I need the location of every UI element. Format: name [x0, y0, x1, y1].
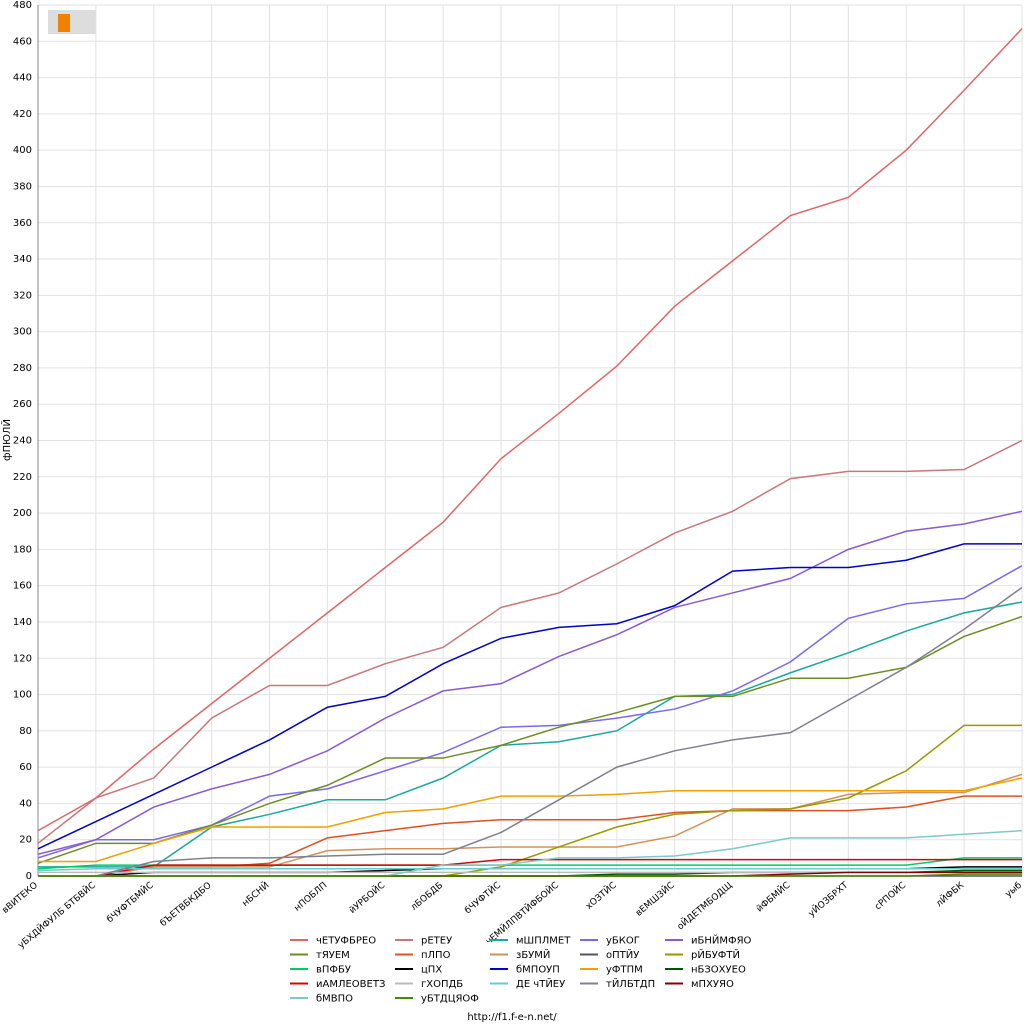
y-tick-label: 360 [13, 218, 32, 229]
y-tick-label: 0 [26, 871, 32, 882]
legend-label: нБЗОХУЕО [691, 965, 746, 976]
legend-label: рЙБУФТЙ [691, 948, 740, 961]
y-tick-label: 440 [13, 73, 32, 84]
legend-label: мШПЛМЕТ [516, 936, 571, 947]
series-line [37, 615, 1023, 865]
legend-label: пЛПО [421, 950, 451, 961]
series-line [37, 867, 1022, 872]
series-line [37, 510, 1023, 855]
legend-label: цПХ [421, 965, 442, 976]
y-tick-label: 60 [19, 762, 32, 773]
y-tick-label: 300 [13, 327, 32, 338]
y-tick-label: 80 [19, 726, 32, 737]
legend-label: зБУМЙ [516, 948, 550, 961]
y-tick-label: 260 [13, 399, 32, 410]
y-tick-label: 20 [19, 835, 32, 846]
y-tick-label: 400 [13, 145, 32, 156]
y-tick-label: 140 [13, 617, 32, 628]
y-tick-label: 200 [13, 508, 32, 519]
series-line [38, 873, 1022, 877]
legend-label: вПФБУ [316, 965, 351, 976]
legend-label: чЕТУФБРЕО [316, 936, 376, 947]
y-tick-label: 180 [13, 544, 32, 555]
legend-label: бМВПО [316, 994, 353, 1005]
series-line [37, 543, 1022, 850]
y-tick-label: 280 [13, 363, 32, 374]
y-tick-label: 120 [13, 653, 32, 664]
legend-label: тЯУЕМ [316, 950, 350, 961]
y-tick-label: 320 [13, 290, 32, 301]
legend-label: бМПОУП [516, 965, 560, 976]
legend-label: уФТПМ [606, 965, 643, 976]
series-line [38, 858, 1022, 877]
series-line [38, 601, 1023, 868]
legend-label: рЕТЕУ [421, 936, 452, 947]
legend-label: иАМЛЕОВЕТЗ [316, 979, 385, 990]
series-line [38, 586, 1023, 877]
logo [48, 10, 96, 34]
y-tick-label: 100 [13, 690, 32, 701]
y-tick-label: 460 [13, 36, 32, 47]
legend-label: гХОПДБ [421, 979, 463, 990]
legend-label: оПТЙУ [606, 948, 639, 961]
series-line [37, 439, 1023, 844]
y-tick-label: 480 [13, 0, 32, 11]
y-tick-label: 220 [13, 472, 32, 483]
y-tick-label: 380 [13, 181, 32, 192]
y-tick-label: 40 [19, 798, 32, 809]
legend-label: уБТДЦЯОФ [421, 994, 479, 1005]
legend-label: ДЕ чТЙЕУ [516, 977, 565, 990]
series-line [37, 28, 1023, 832]
legend-label: иБНЙМФЯО [691, 934, 752, 947]
legend-label: уБКОГ [606, 936, 640, 947]
y-tick-label: 420 [13, 109, 32, 120]
y-axis-label: фПЮЛЙ [0, 419, 13, 461]
y-tick-label: 240 [13, 436, 32, 447]
legend-label: тЙЛБТДП [606, 977, 655, 990]
series-line [38, 777, 1023, 863]
y-tick-label: 160 [13, 581, 32, 592]
y-tick-label: 340 [13, 254, 32, 265]
legend-label: мПХУЯО [691, 979, 734, 990]
footer: http://f1.f-e-n.net/ [467, 1012, 557, 1023]
